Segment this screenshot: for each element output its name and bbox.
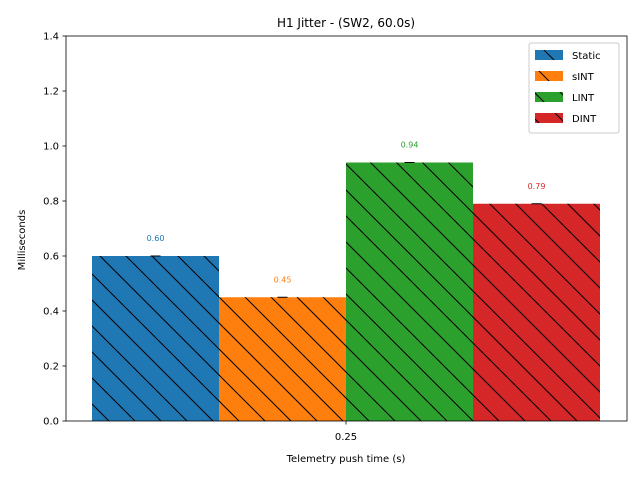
y-tick-label: 0.2 bbox=[43, 362, 59, 373]
y-tick-label: 0.6 bbox=[43, 252, 59, 263]
legend-item-static: Static bbox=[535, 50, 601, 62]
data-label-lint: 0.94 bbox=[401, 141, 419, 150]
legend-swatch-hatch bbox=[535, 113, 563, 123]
x-axis: 0.25 bbox=[335, 421, 357, 443]
x-axis-title: Telemetry push time (s) bbox=[286, 454, 406, 465]
legend-item-dint: DINT bbox=[535, 113, 597, 125]
legend-box bbox=[528, 42, 620, 134]
bar-lint: 0.94 bbox=[346, 141, 473, 421]
bar-hatch bbox=[346, 162, 473, 421]
y-axis-title: Milliseconds bbox=[17, 210, 28, 271]
y-tick-label: 1.2 bbox=[43, 87, 59, 98]
y-tick-label: 0.0 bbox=[43, 417, 59, 428]
data-label-dint: 0.79 bbox=[528, 182, 546, 191]
bar-sint: 0.45 bbox=[219, 275, 346, 421]
data-label-static: 0.60 bbox=[147, 234, 165, 243]
y-tick-label: 1.0 bbox=[43, 142, 59, 153]
legend-swatch-hatch bbox=[535, 71, 563, 81]
legend-item-sint: sINT bbox=[535, 71, 595, 83]
plot-frame bbox=[65, 35, 628, 422]
legend-label: sINT bbox=[572, 72, 595, 83]
chart-title: H1 Jitter - (SW2, 60.0s) bbox=[277, 16, 415, 30]
y-tick-label: 1.4 bbox=[43, 32, 59, 43]
legend-label: LINT bbox=[572, 93, 595, 104]
legend-swatch-hatch bbox=[535, 92, 563, 102]
y-tick-label: 0.8 bbox=[43, 197, 59, 208]
bar-hatch bbox=[473, 203, 600, 421]
data-label-sint: 0.45 bbox=[274, 275, 292, 284]
bar-static: 0.60 bbox=[92, 234, 219, 421]
bar-hatch bbox=[219, 297, 346, 421]
legend: Static sINT LINT DINT bbox=[528, 42, 620, 134]
bar-dint: 0.79 bbox=[473, 182, 600, 421]
bar-hatch bbox=[92, 256, 219, 421]
x-tick-label: 0.25 bbox=[335, 432, 357, 443]
plot-area: 0.60 0.45 0.94 0.79 bbox=[65, 35, 628, 422]
legend-item-lint: LINT bbox=[535, 92, 595, 104]
legend-swatch-hatch bbox=[535, 50, 563, 60]
legend-label: DINT bbox=[572, 114, 597, 125]
legend-label: Static bbox=[572, 51, 601, 62]
y-axis: 0.0 0.2 0.4 0.6 0.8 1.0 1.2 1.4 bbox=[43, 32, 66, 428]
y-tick-label: 0.4 bbox=[43, 307, 59, 318]
